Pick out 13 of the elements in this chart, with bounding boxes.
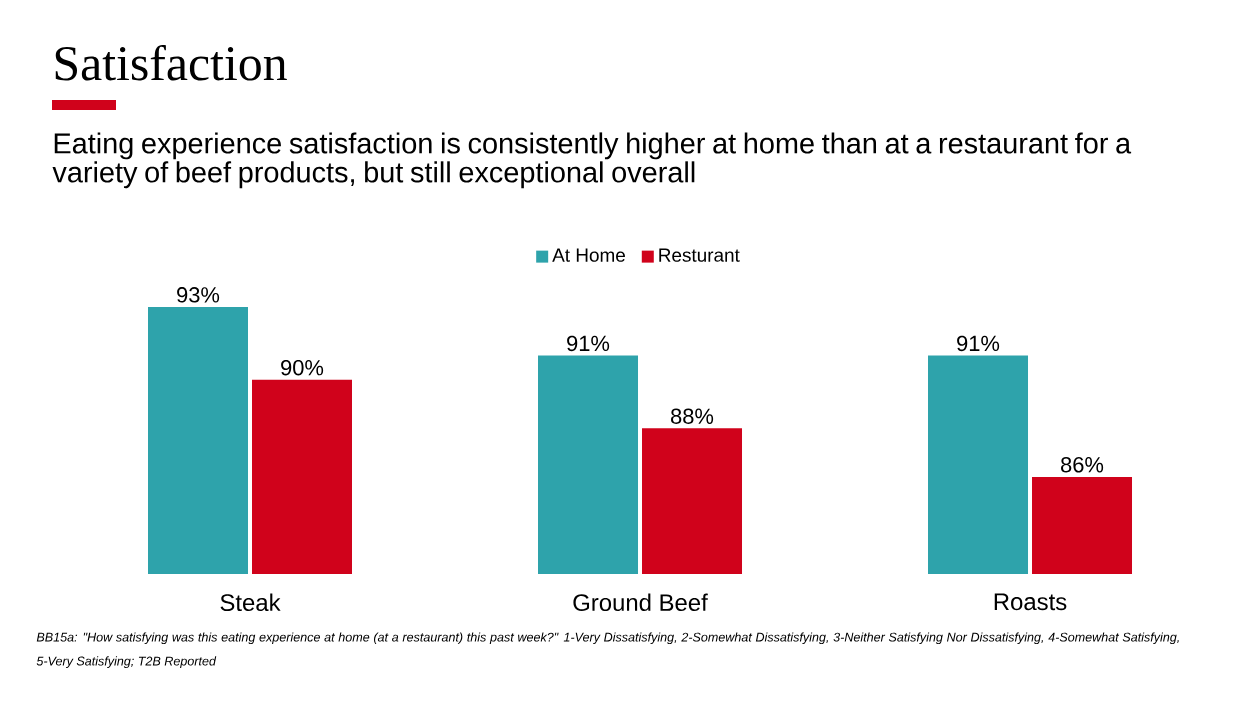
x-tick-label: Roasts [994,593,1067,611]
data-label: 91% [567,335,610,352]
x-tick-label: Ground Beef [573,593,708,612]
data-label: 93% [177,287,220,303]
legend-label: Resturant [659,248,740,262]
legend-label: At Home [552,248,625,262]
chart-title: Satisfaction [55,44,287,81]
data-label: 91% [957,335,1000,352]
chart-subtitle: Eating experience satisfaction is consistently higher at home than at a restaurant for a variety of beef products, but still exceptional overall [52,132,1132,189]
data-label: 90% [281,359,324,376]
x-tick-label: Steak [220,593,281,612]
data-label: 86% [1061,457,1104,473]
data-label: 88% [671,408,714,424]
